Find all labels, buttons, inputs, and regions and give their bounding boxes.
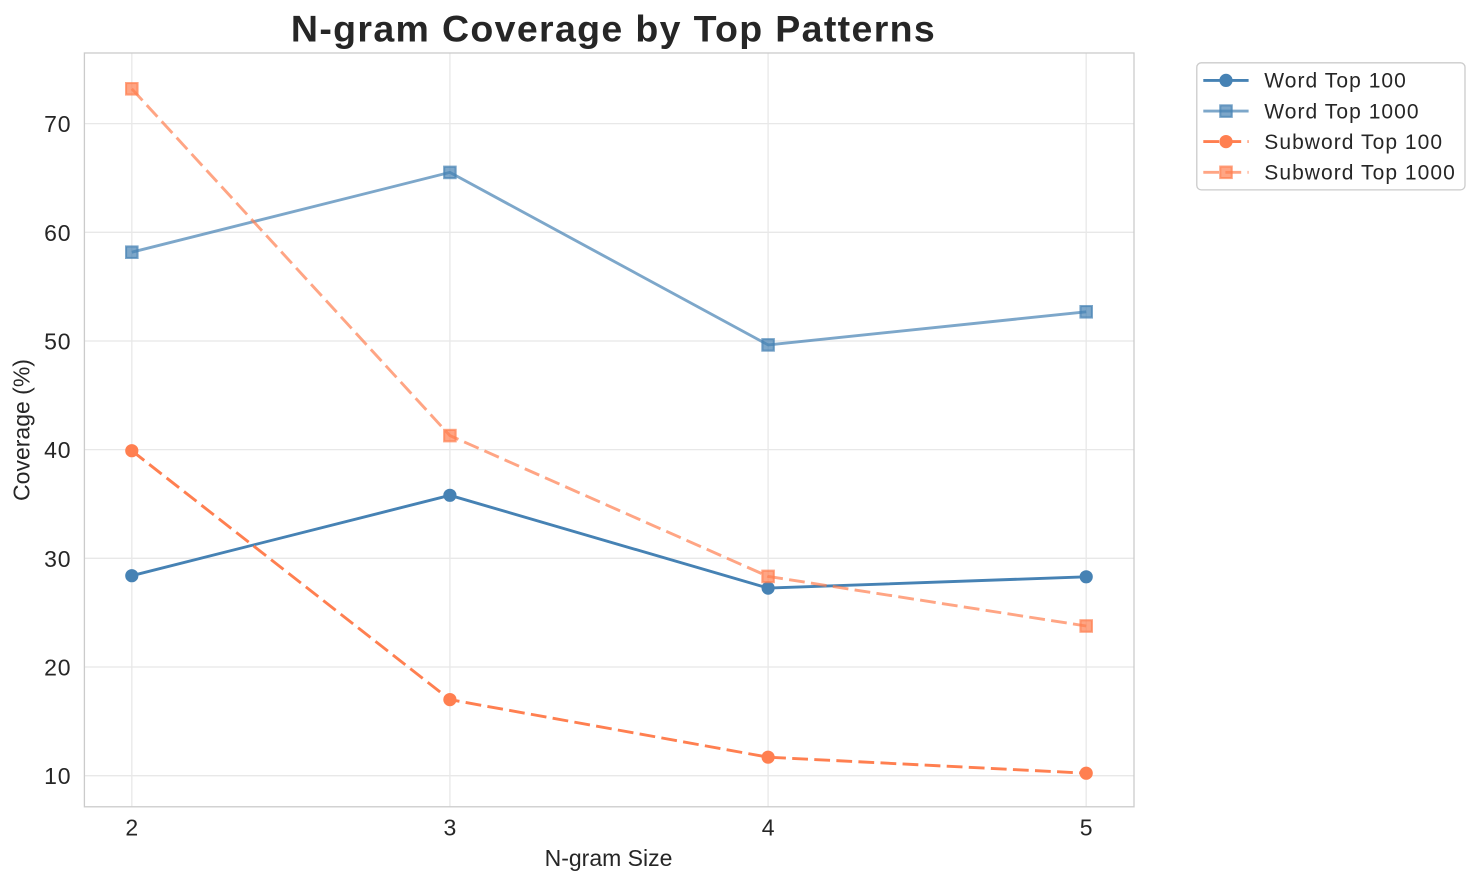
svg-text:3: 3: [444, 814, 457, 840]
svg-text:40: 40: [44, 437, 71, 463]
svg-text:2: 2: [125, 814, 138, 840]
svg-text:4: 4: [762, 814, 775, 840]
svg-text:N-gram Size: N-gram Size: [545, 845, 673, 871]
svg-text:50: 50: [44, 329, 71, 355]
svg-text:60: 60: [44, 220, 71, 246]
svg-text:Subword Top 1000: Subword Top 1000: [1264, 162, 1456, 185]
svg-text:70: 70: [44, 111, 71, 137]
svg-text:Coverage (%): Coverage (%): [9, 359, 35, 501]
svg-text:10: 10: [44, 763, 71, 789]
svg-text:Word Top 100: Word Top 100: [1264, 70, 1407, 93]
svg-text:Subword Top 100: Subword Top 100: [1264, 131, 1443, 154]
svg-text:20: 20: [44, 655, 71, 681]
svg-text:Word Top 1000: Word Top 1000: [1264, 100, 1419, 123]
svg-text:N-gram Coverage by Top Pattern: N-gram Coverage by Top Patterns: [291, 8, 936, 50]
svg-text:5: 5: [1080, 814, 1093, 840]
svg-text:30: 30: [44, 546, 71, 572]
